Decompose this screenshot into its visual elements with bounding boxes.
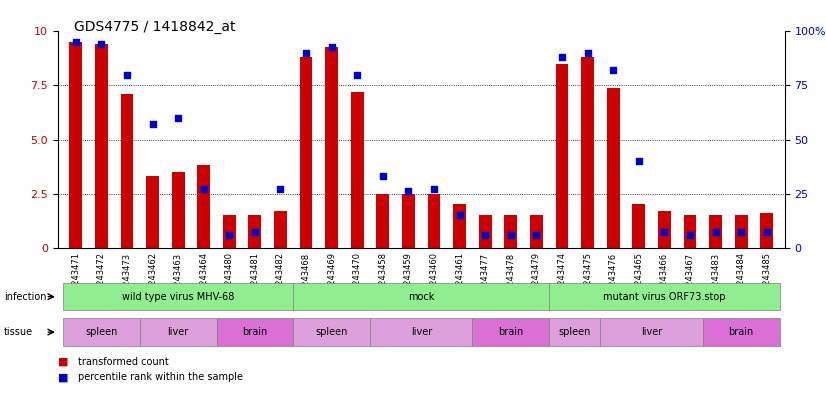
Text: GDS4775 / 1418842_at: GDS4775 / 1418842_at — [74, 20, 236, 34]
Point — [351, 72, 364, 78]
Bar — [121, 94, 133, 248]
Point — [172, 115, 185, 121]
Text: liver: liver — [641, 327, 662, 337]
Point — [632, 158, 645, 164]
Point — [478, 231, 491, 238]
Text: liver: liver — [411, 327, 432, 337]
Point — [504, 231, 517, 238]
Bar — [607, 88, 620, 248]
Bar — [684, 215, 696, 248]
Bar — [530, 215, 543, 248]
Text: percentile rank within the sample: percentile rank within the sample — [78, 372, 244, 382]
Text: transformed count: transformed count — [78, 356, 169, 367]
Bar — [453, 204, 466, 248]
Bar — [633, 204, 645, 248]
Bar — [582, 57, 594, 248]
Point — [657, 229, 671, 235]
Bar — [172, 172, 184, 248]
Text: spleen: spleen — [558, 327, 591, 337]
Point — [427, 186, 440, 192]
Point — [555, 54, 568, 61]
Bar — [556, 64, 568, 248]
Point — [300, 50, 313, 56]
Bar — [69, 42, 82, 248]
Bar — [274, 211, 287, 248]
Point — [529, 231, 543, 238]
Text: mock: mock — [408, 292, 434, 302]
Text: spleen: spleen — [316, 327, 348, 337]
Point — [325, 43, 339, 50]
Bar — [197, 165, 210, 248]
Text: mutant virus ORF73.stop: mutant virus ORF73.stop — [603, 292, 726, 302]
Bar — [479, 215, 491, 248]
Text: wild type virus MHV-68: wild type virus MHV-68 — [122, 292, 235, 302]
Text: liver: liver — [168, 327, 188, 337]
Point — [709, 229, 722, 235]
Point — [581, 50, 594, 56]
Bar — [300, 57, 312, 248]
Bar — [377, 193, 389, 248]
Point — [121, 72, 134, 78]
Bar — [761, 213, 773, 248]
Bar — [658, 211, 671, 248]
Text: brain: brain — [729, 327, 754, 337]
Bar — [710, 215, 722, 248]
Point — [197, 186, 211, 192]
Point — [95, 41, 108, 48]
Text: spleen: spleen — [85, 327, 117, 337]
Bar — [249, 215, 261, 248]
Text: ■: ■ — [58, 372, 69, 382]
Text: infection: infection — [4, 292, 46, 302]
Point — [377, 173, 390, 179]
Bar — [95, 44, 107, 248]
Bar — [428, 193, 440, 248]
Bar — [146, 176, 159, 248]
Point — [249, 229, 262, 235]
Point — [223, 231, 236, 238]
Point — [734, 229, 748, 235]
Bar — [325, 46, 338, 248]
Point — [453, 212, 466, 219]
Text: tissue: tissue — [4, 327, 33, 337]
Point — [69, 39, 83, 45]
Point — [274, 186, 287, 192]
Point — [760, 229, 773, 235]
Bar — [223, 215, 235, 248]
Text: brain: brain — [242, 327, 268, 337]
Text: brain: brain — [498, 327, 524, 337]
Point — [402, 188, 415, 195]
Bar — [735, 215, 748, 248]
Point — [683, 231, 696, 238]
Bar — [351, 92, 363, 248]
Point — [146, 121, 159, 127]
Text: ■: ■ — [58, 356, 69, 367]
Bar — [505, 215, 517, 248]
Point — [606, 67, 620, 73]
Bar — [402, 193, 415, 248]
